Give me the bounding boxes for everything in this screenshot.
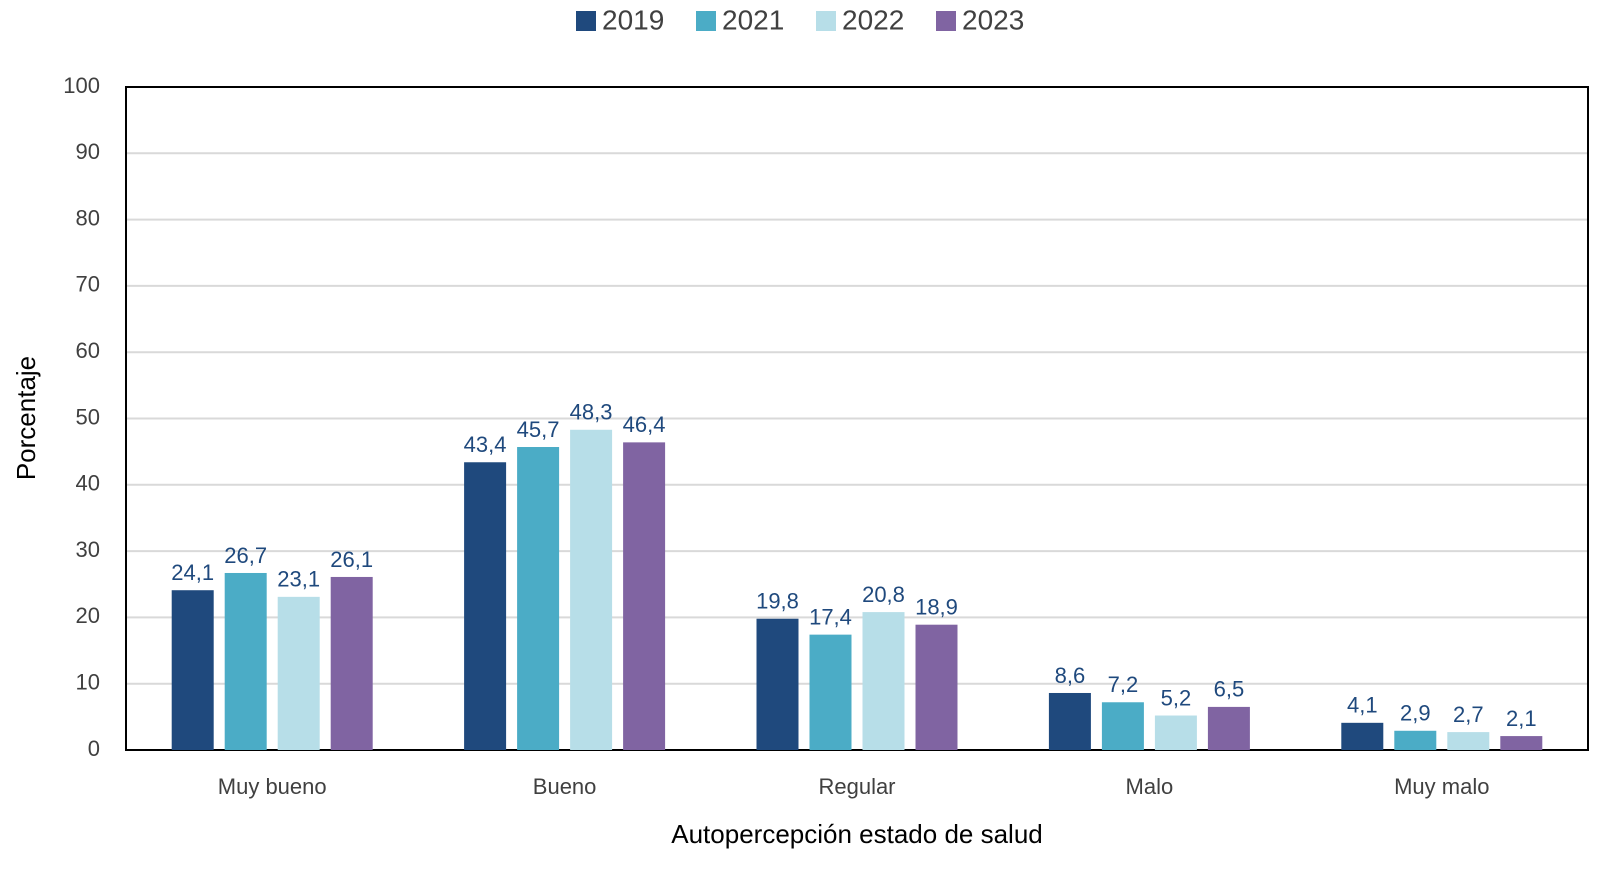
value-label: 4,1 <box>1347 693 1378 718</box>
bar <box>171 590 214 750</box>
y-tick-label: 100 <box>63 73 100 98</box>
bar <box>330 576 373 750</box>
legend-swatch <box>696 11 716 31</box>
value-label: 48,3 <box>570 400 613 425</box>
y-tick-label: 30 <box>76 537 100 562</box>
bar <box>1154 715 1197 750</box>
bar <box>623 442 666 750</box>
value-label: 26,1 <box>330 547 373 572</box>
bar <box>277 596 320 750</box>
bar <box>756 618 799 750</box>
value-label: 26,7 <box>224 543 267 568</box>
value-label: 8,6 <box>1055 663 1086 688</box>
y-tick-label: 40 <box>76 471 100 496</box>
bar <box>1101 702 1144 750</box>
x-tick-label: Muy bueno <box>218 774 327 799</box>
value-label: 2,7 <box>1453 702 1484 727</box>
x-tick-label: Muy malo <box>1394 774 1489 799</box>
bar <box>1207 706 1250 750</box>
bar <box>862 612 905 750</box>
x-tick-label: Malo <box>1126 774 1174 799</box>
y-tick-label: 20 <box>76 603 100 628</box>
bar <box>224 572 267 750</box>
value-label: 24,1 <box>171 560 214 585</box>
y-tick-label: 70 <box>76 272 100 297</box>
legend-label: 2023 <box>962 4 1024 35</box>
y-tick-label: 80 <box>76 205 100 230</box>
y-axis-title: Porcentaje <box>11 356 41 480</box>
y-tick-label: 10 <box>76 670 100 695</box>
value-label: 5,2 <box>1161 685 1192 710</box>
bar <box>1394 730 1437 750</box>
value-label: 46,4 <box>623 412 666 437</box>
bar <box>1048 692 1091 750</box>
y-tick-label: 90 <box>76 139 100 164</box>
x-axis-title: Autopercepción estado de salud <box>671 819 1043 849</box>
value-label: 19,8 <box>756 589 799 614</box>
value-label: 43,4 <box>464 432 507 457</box>
y-tick-label: 50 <box>76 404 100 429</box>
value-label: 2,9 <box>1400 701 1431 726</box>
bar <box>809 634 852 750</box>
value-label: 23,1 <box>277 567 320 592</box>
y-tick-label: 60 <box>76 338 100 363</box>
value-label: 45,7 <box>517 417 560 442</box>
value-label: 17,4 <box>809 604 852 629</box>
value-label: 7,2 <box>1108 672 1139 697</box>
x-tick-label: Bueno <box>533 774 597 799</box>
y-tick-label: 0 <box>88 736 100 761</box>
bar <box>517 447 560 750</box>
value-label: 18,9 <box>915 595 958 620</box>
legend-label: 2019 <box>602 4 664 35</box>
legend-swatch <box>816 11 836 31</box>
value-label: 2,1 <box>1506 706 1537 731</box>
legend-label: 2021 <box>722 4 784 35</box>
x-tick-label: Regular <box>818 774 895 799</box>
plot-frame <box>125 86 1589 751</box>
legend-swatch <box>936 11 956 31</box>
value-label: 6,5 <box>1214 677 1245 702</box>
legend-label: 2022 <box>842 4 904 35</box>
bar <box>1447 732 1490 750</box>
bar <box>464 462 507 750</box>
bar <box>1500 736 1543 750</box>
value-label: 20,8 <box>862 582 905 607</box>
bar <box>570 429 613 750</box>
bar <box>915 624 958 750</box>
legend-swatch <box>576 11 596 31</box>
bar <box>1341 722 1384 750</box>
